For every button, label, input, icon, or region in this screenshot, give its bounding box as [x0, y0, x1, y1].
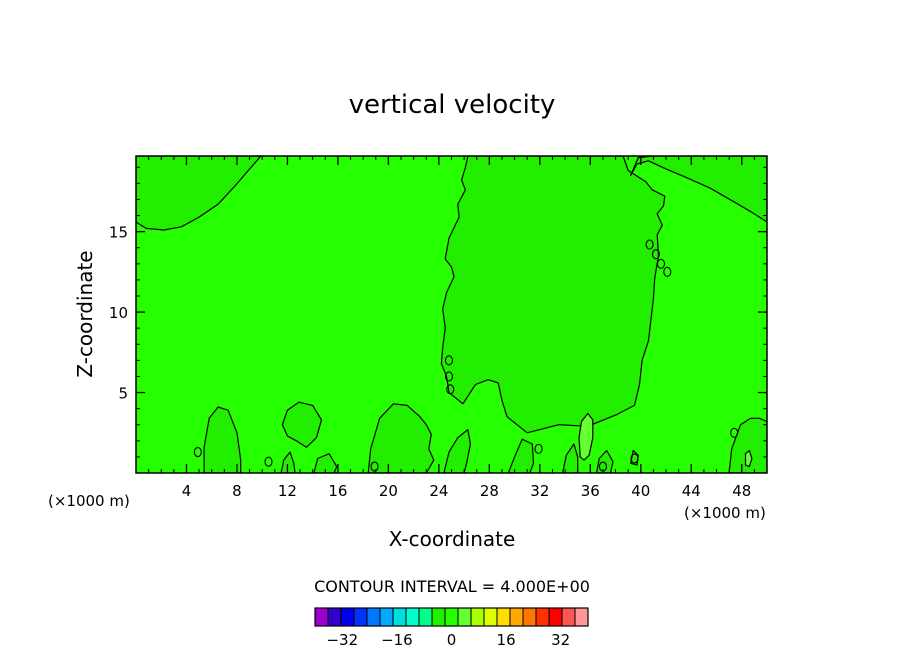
- colorbar-swatch: [536, 608, 550, 626]
- colorbar-tick-labels: −32 −16 0 16 32: [326, 631, 570, 649]
- colorbar-swatch: [432, 608, 446, 626]
- x-tick-label: 28: [480, 482, 499, 500]
- x-tick-label: 44: [682, 482, 701, 500]
- colorbar-swatch: [575, 608, 589, 626]
- colorbar-swatch: [315, 608, 329, 626]
- x-tick-label: 20: [379, 482, 398, 500]
- colorbar-tick-label: −32: [326, 631, 358, 649]
- colorbar-tick-label: 16: [497, 631, 516, 649]
- x-tick-label: 12: [278, 482, 297, 500]
- contour-loop: [444, 371, 454, 382]
- colorbar-frame: [314, 607, 589, 627]
- contour-region-bottom-left-2-negative: [280, 451, 296, 473]
- contour-loop: [534, 443, 543, 454]
- colorbar-swatch: [497, 608, 511, 626]
- contour-region-bottom-left-bumps-negative: [203, 406, 242, 473]
- contour-loop: [444, 355, 454, 366]
- contour-region-upper-left-negative: [136, 156, 262, 231]
- y-tick-label: 10: [109, 304, 128, 322]
- contour-loop: [630, 453, 639, 464]
- colorbar-tick-label: −16: [381, 631, 413, 649]
- colorbar-tick-label: 32: [551, 631, 570, 649]
- x-tick-label: 40: [631, 482, 650, 500]
- contour-region-bottom-37-negative: [596, 449, 614, 473]
- colorbar-swatch: [328, 608, 342, 626]
- x-axis-label: X-coordinate: [389, 527, 516, 551]
- contour-loop: [663, 266, 672, 277]
- colorbar-swatch: [484, 608, 498, 626]
- colorbar-swatch: [549, 608, 563, 626]
- x-tick-label: 16: [328, 482, 347, 500]
- contour-loop: [370, 461, 379, 472]
- contour-loop: [193, 447, 202, 458]
- x-unit-right: (×1000 m): [684, 504, 766, 522]
- y-axis-label: Z-coordinate: [73, 250, 97, 377]
- colorbar-swatch: [354, 608, 368, 626]
- colorbar-swatch: [523, 608, 537, 626]
- x-tick-label: 8: [232, 482, 242, 500]
- contour-loop: [264, 456, 273, 467]
- colorbar-swatch: [406, 608, 420, 626]
- contour-region-upper-right-negative: [630, 156, 767, 223]
- colorbar-swatch: [419, 608, 433, 626]
- x-tick-label: 24: [429, 482, 448, 500]
- colorbar-swatch: [367, 608, 381, 626]
- contour-loop: [651, 249, 660, 260]
- contour-loop: [730, 427, 739, 438]
- y-tick-label: 15: [109, 224, 128, 242]
- contour-region-yellowish-48: [744, 449, 753, 468]
- contour-region-yellowish-36: [578, 412, 594, 461]
- chart-title: vertical velocity: [349, 90, 556, 120]
- colorbar-swatch: [458, 608, 472, 626]
- colorbar-swatch: [562, 608, 576, 626]
- colorbar-tick-label: 0: [447, 631, 457, 649]
- colorbar-swatch: [341, 608, 355, 626]
- contour-region-bottom-20-negative: [367, 403, 435, 473]
- contour-region-bubble-13-negative: [281, 401, 323, 448]
- colorbar-swatch: [471, 608, 485, 626]
- colorbar: [314, 607, 589, 627]
- contour-region-bottom-16-negative: [313, 453, 338, 473]
- colorbar-swatch: [445, 608, 459, 626]
- contour-loop: [645, 239, 654, 250]
- contour-interval-label: CONTOUR INTERVAL = 4.000E+00: [314, 577, 590, 596]
- contour-region-bottom-30-negative: [507, 438, 535, 473]
- contour-region-bottom-34-negative: [562, 443, 579, 473]
- contour-region-central-negative: [440, 156, 666, 434]
- x-tick-label: 48: [732, 482, 751, 500]
- y-tick-label: 5: [118, 385, 128, 403]
- contour-loop: [446, 384, 455, 395]
- x-tick-label: 36: [581, 482, 600, 500]
- contour-region-bottom-right-negative: [728, 417, 767, 473]
- contour-loop: [656, 258, 666, 269]
- colorbar-swatch: [510, 608, 524, 626]
- x-tick-label: 32: [530, 482, 549, 500]
- x-tick-label: 4: [182, 482, 192, 500]
- colorbar-swatch: [380, 608, 394, 626]
- x-unit-left: (×1000 m): [48, 492, 130, 510]
- colorbar-swatch: [393, 608, 407, 626]
